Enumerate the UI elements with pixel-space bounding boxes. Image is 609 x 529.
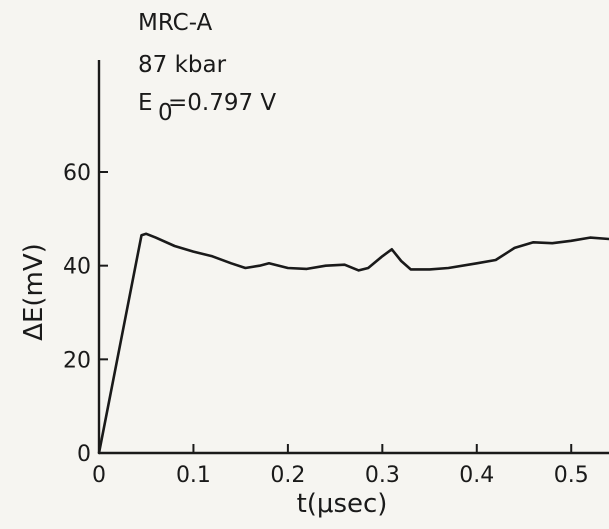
x-tick-label: 0.3 [365,463,400,488]
y-tick-label: 0 [77,442,91,467]
x-tick-label: 0.1 [176,463,211,488]
y-ticks: 0 20 40 60 [63,161,108,467]
y-tick-label: 40 [63,255,91,280]
series-group [97,232,609,455]
annotation-e0-value: =0.797 V [168,90,276,116]
x-axis-title: t(μsec) [297,489,388,519]
y-axis-title: ΔE(mV) [19,243,49,341]
x-tick-label: 0 [92,463,106,488]
annotation-e0-symbol: E [138,90,153,116]
y-tick-label: 20 [63,348,91,373]
axes [97,60,609,455]
x-ticks: 0 0.1 0.2 0.3 0.4 0.5 [92,444,589,488]
x-tick-label: 0.5 [554,463,589,488]
x-tick-label: 0.2 [270,463,305,488]
annotation-e0-subscript: 0 [158,100,173,126]
annotation-sample: MRC-A [138,10,213,36]
y-tick-label: 60 [63,161,91,186]
x-tick-label: 0.4 [459,463,494,488]
series-line [97,232,609,455]
annotation-pressure: 87 kbar [138,52,227,78]
